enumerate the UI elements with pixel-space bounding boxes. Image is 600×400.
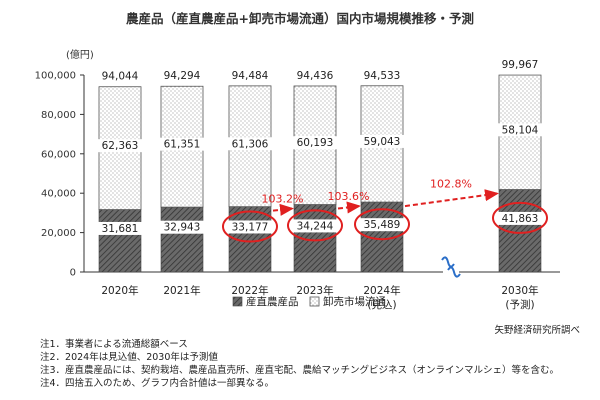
- y-tick-label: 80,000: [41, 110, 76, 121]
- highlight-circle: [287, 209, 343, 242]
- x-tick-label: 2021年: [163, 284, 200, 297]
- highlight-circle: [354, 208, 410, 241]
- footnote-3: 注3．産直農産品には、契約栽培、農産品直売所、産直宅配、農給マッチングビジネス（…: [40, 365, 560, 376]
- highlight-circle: [492, 201, 548, 234]
- footnote-4: 注4．四捨五入のため、グラフ内合計値は一部異なる。: [40, 378, 275, 389]
- y-tick-label: 0: [70, 268, 76, 279]
- value-label-sanchoku: 31,681: [102, 223, 139, 235]
- value-label-sanchoku: 33,177: [232, 221, 269, 233]
- bar-sanchoku: [160, 206, 204, 273]
- bar-sanchoku: [98, 209, 142, 273]
- value-label-bg: [227, 137, 273, 151]
- total-label: 94,484: [232, 70, 269, 82]
- growth-rate-label: 103.6%: [328, 190, 370, 203]
- total-label: 94,294: [164, 70, 201, 82]
- y-tick-label: 20,000: [41, 228, 76, 239]
- x-tick-label: 2030年: [501, 284, 538, 297]
- value-label-sanchoku: 35,489: [364, 219, 401, 231]
- value-label-bg: [292, 219, 338, 233]
- growth-rate-label: 102.8%: [430, 178, 472, 191]
- value-label-bg: [359, 218, 405, 232]
- footnote-2: 注2．2024年は見込値、2030年は予測値: [40, 352, 218, 363]
- y-axis-unit-label: (億円): [66, 48, 94, 61]
- value-label-bg: [159, 137, 205, 151]
- value-label-oroshiuri: 61,351: [164, 139, 201, 151]
- x-tick-sublabel: (予測): [505, 298, 534, 311]
- value-label-oroshiuri: 61,306: [232, 138, 269, 150]
- value-label-oroshiuri: 62,363: [102, 140, 139, 152]
- value-label-bg: [227, 220, 273, 234]
- value-label-sanchoku: 34,244: [297, 220, 334, 232]
- source-credit: 矢野経済研究所調べ: [494, 325, 580, 336]
- growth-arrow: [272, 203, 294, 216]
- value-label-sanchoku: 41,863: [502, 213, 539, 225]
- total-label: 94,533: [364, 70, 401, 82]
- value-label-oroshiuri: 59,043: [364, 136, 401, 148]
- axis-break-icon: [447, 266, 461, 278]
- highlight-circle: [222, 210, 278, 243]
- legend-swatch-oroshiuri: [309, 296, 320, 307]
- legend-label-oroshiuri: 卸売市場流通: [323, 295, 386, 308]
- legend-label-sanchoku: 産直農産品: [246, 295, 299, 308]
- chart-title: 農産品（産直農産品+卸売市場流通）国内市場規模推移・予測: [126, 11, 474, 26]
- value-label-bg: [359, 134, 405, 148]
- x-tick-label: 2023年: [296, 284, 333, 297]
- value-label-sanchoku: 32,943: [164, 222, 201, 234]
- value-label-bg: [97, 221, 143, 235]
- value-label-oroshiuri: 58,104: [502, 124, 539, 136]
- total-label: 99,967: [502, 59, 539, 71]
- value-label-bg: [292, 136, 338, 150]
- footnote-1: 注1．事業者による流通総額ベース: [40, 339, 188, 350]
- growth-rate-label: 103.2%: [262, 193, 304, 206]
- footnotes: 注1．事業者による流通総額ベース 注2．2024年は見込値、2030年は予測値 …: [40, 338, 559, 390]
- y-tick-label: 100,000: [35, 71, 76, 82]
- axis-break-icon: [441, 256, 455, 268]
- y-tick-label: 60,000: [41, 149, 76, 160]
- value-label-bg: [497, 211, 543, 225]
- legend-swatch-sanchoku: [232, 296, 243, 307]
- value-label-oroshiuri: 60,193: [297, 137, 334, 149]
- value-label-bg: [497, 123, 543, 137]
- x-tick-label: 2020年: [101, 284, 138, 297]
- x-tick-label: 2022年: [231, 284, 268, 297]
- y-tick-label: 40,000: [41, 189, 76, 200]
- x-tick-sublabel: (見込): [367, 299, 396, 311]
- x-tick-label: 2024年: [363, 284, 400, 297]
- total-label: 94,436: [297, 70, 334, 82]
- value-label-bg: [159, 220, 205, 234]
- growth-arrow: [404, 189, 499, 208]
- total-label: 94,044: [102, 71, 139, 83]
- growth-arrow: [337, 201, 361, 214]
- value-label-bg: [97, 139, 143, 153]
